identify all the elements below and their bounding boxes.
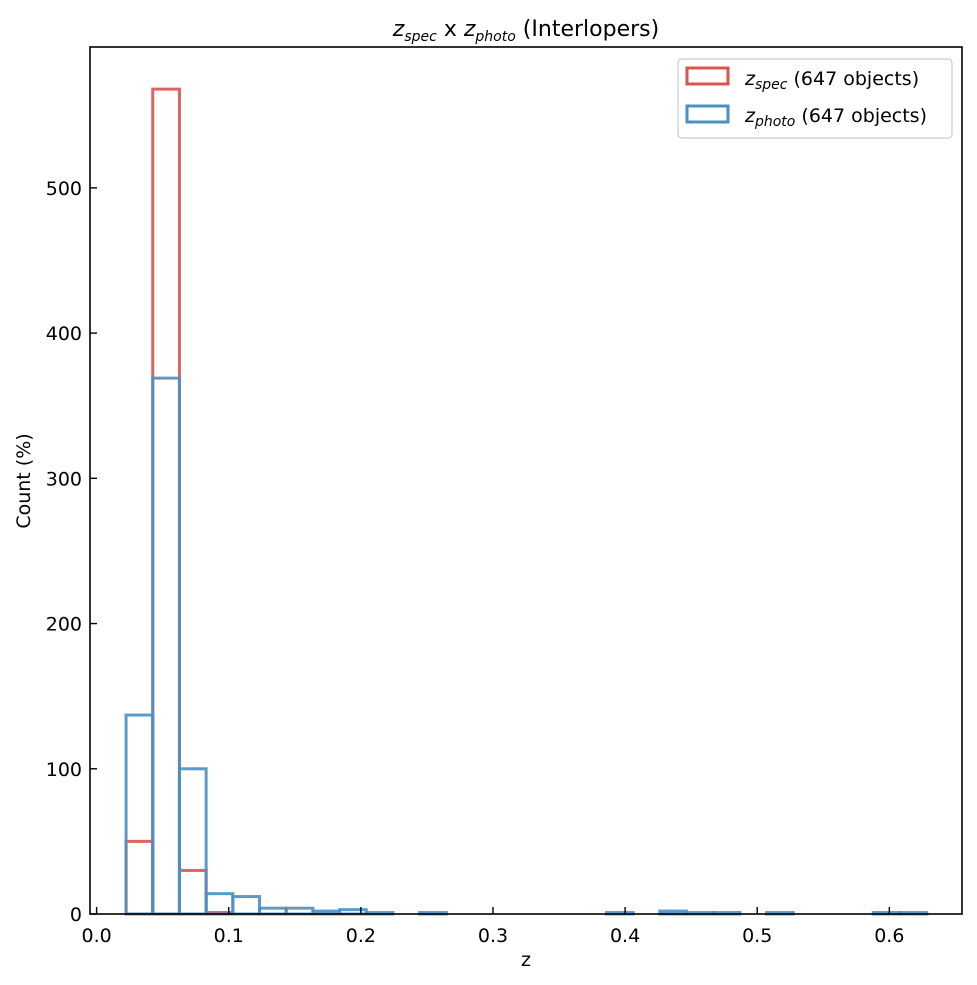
- legend-label-photo: zphoto (647 objects): [744, 105, 927, 130]
- y-tick-label: 200: [46, 614, 82, 636]
- legend-swatch-photo: [685, 104, 730, 124]
- title-z2-sub: photo: [474, 29, 515, 45]
- y-tick-label: 0: [70, 904, 82, 926]
- legend-box: [677, 58, 953, 139]
- x-tick-label: 0.4: [610, 925, 640, 947]
- legend-spec-count: (647 objects): [787, 68, 919, 90]
- x-tick-label: 0.5: [742, 925, 772, 947]
- title-mid: x: [437, 17, 464, 42]
- x-tick-label: 0.3: [478, 925, 508, 947]
- chart-title: zspec x zphoto (Interlopers): [392, 17, 659, 45]
- legend-swatch-spec: [685, 66, 730, 86]
- legend-spec-sub: spec: [755, 77, 788, 93]
- legend-photo-sub: photo: [754, 114, 795, 130]
- legend-spec-z: z: [744, 68, 756, 90]
- title-z2: z: [463, 17, 476, 42]
- y-tick-label: 100: [46, 759, 82, 781]
- x-tick-label: 0.6: [874, 925, 904, 947]
- axes-frame: [89, 46, 963, 915]
- legend: zspec (647 objects) zphoto (647 objects): [677, 58, 953, 139]
- title-suffix: (Interlopers): [516, 17, 659, 42]
- axis-ticks: 0.0 0.1 0.2 0.3 0.4 0.5 0.6 0 100 200 300 400 500: [46, 178, 905, 947]
- x-tick-label: 0.1: [214, 925, 244, 947]
- legend-photo-count: (647 objects): [795, 105, 927, 127]
- y-axis-label: Count (%): [13, 433, 35, 528]
- y-tick-label: 400: [46, 323, 82, 345]
- x-tick-label: 0.0: [81, 925, 111, 947]
- title-z1: z: [392, 17, 405, 42]
- x-axis-label: z: [521, 949, 531, 971]
- x-tick-label: 0.2: [346, 925, 376, 947]
- title-z1-sub: spec: [404, 29, 437, 45]
- legend-photo-z: z: [744, 105, 756, 127]
- y-tick-label: 500: [46, 178, 82, 200]
- legend-label-spec: zspec (647 objects): [744, 68, 919, 93]
- y-tick-label: 300: [46, 468, 82, 490]
